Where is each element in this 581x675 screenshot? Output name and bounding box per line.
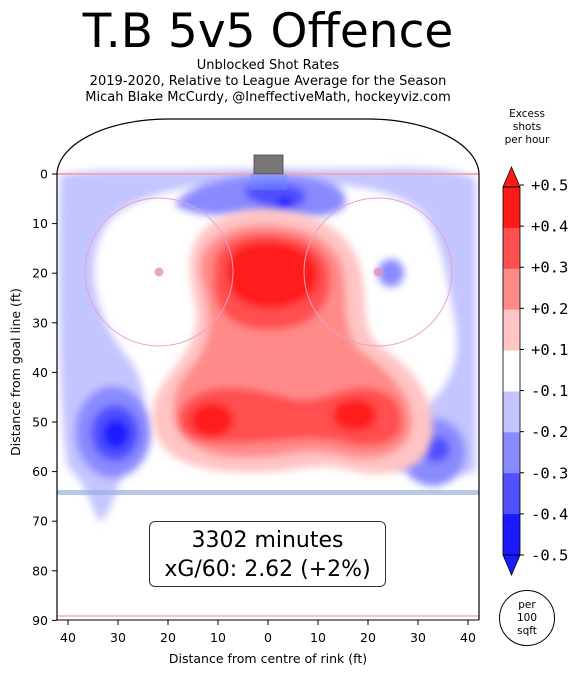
y-tick-label: 70 [32,514,48,529]
colorbar-tick-label: +0.1 [531,341,568,359]
colorbar-tick-label: -0.2 [531,423,568,441]
y-axis-ticks: 0 10 20 30 40 50 60 70 80 90 [32,167,57,628]
colorbar-tick-label: -0.4 [531,505,568,523]
y-tick-label: 20 [32,266,48,281]
y-tick-label: 30 [32,315,48,330]
y-tick-label: 0 [40,167,48,182]
blue-region-top-dot [277,197,293,209]
x-tick-label: 20 [160,630,176,645]
colorbar-tick-label: -0.5 [531,547,568,565]
colorbar-tick-label: -0.3 [531,464,568,482]
colorbar-tick-label: +0.2 [531,300,568,318]
rink-boards [56,118,480,620]
x-tick-label: 30 [410,630,426,645]
blue-region-left-low-core [103,419,129,449]
red-region-core-left [190,403,234,437]
colorbar-tick-label: +0.4 [531,218,568,236]
colorbar-segment [503,309,520,352]
red-region-core-top [226,241,318,309]
faceoff-circle-left [84,197,234,347]
subtitle-line-1: Unblocked Shot Rates [196,58,340,73]
rink-markings [57,154,479,617]
x-tick-label: 20 [360,630,376,645]
faceoff-dot-left [154,267,164,277]
axes: 40 30 20 10 0 10 20 30 40 0 10 20 30 40 50 60 70 80 90 Di… [8,167,479,666]
colorbar-segment [503,350,520,392]
minutes-text: 3302 minutes [191,528,344,553]
x-axis-label: Distance from centre of rink (ft) [169,651,367,666]
colorbar-segment [503,227,520,270]
colorbar-segment [503,432,520,474]
y-tick-label: 40 [32,365,48,380]
colorbar-segment [503,268,520,311]
chart-title: T.B 5v5 Offence [82,4,454,59]
goal-net [253,154,284,175]
x-tick-label: 10 [210,630,226,645]
y-axis-label: Distance from goal line (ft) [8,288,23,456]
colorbar-min-arrow [502,554,521,577]
colorbar-segment [503,391,520,433]
stats-annotation: 3302 minutes xG/60: 2.62 (+2%) [149,521,386,587]
blue-region-perimeter [59,168,476,522]
colorbar-segment [503,187,520,229]
x-tick-label: 40 [460,630,476,645]
subtitle-line-3: Micah Blake McCurdy, @IneffectiveMath, h… [85,90,451,105]
x-tick-label: 40 [60,630,76,645]
colorbar-tick-label: +0.3 [531,259,568,277]
red-region-core-right [333,399,377,431]
y-tick-label: 60 [32,464,48,479]
colorbar-segment [503,473,520,515]
blue-line [57,490,479,495]
blue-region-right-dot [378,259,404,287]
colorbar-max-arrow [502,165,521,188]
colorbar: +0.5 +0.4 +0.3 +0.2 +0.1 -0.1 -0.2 -0.3 -0.4 -0.5 [502,165,568,577]
goal-crease [250,174,287,190]
x-tick-label: 30 [110,630,126,645]
faceoff-circle-right [303,197,453,347]
y-tick-label: 80 [32,563,48,578]
colorbar-tick-label: +0.5 [531,177,568,195]
subtitle-line-2: 2019-2020, Relative to League Average fo… [89,74,447,89]
x-tick-label: 0 [264,630,272,645]
colorbar-frame [502,186,521,556]
y-tick-label: 10 [32,216,48,231]
x-axis-ticks: 40 30 20 10 0 10 20 30 40 [60,620,476,645]
colorbar-title: Excess shots per hour [504,108,550,146]
faceoff-dot-right [373,267,383,277]
colorbar-segment [503,514,520,556]
y-tick-label: 50 [32,415,48,430]
per-100-sqft-badge: per 100 sqft [499,590,555,646]
x-tick-label: 10 [310,630,326,645]
colorbar-tick-label: -0.1 [531,382,568,400]
y-tick-label: 90 [32,613,48,628]
xg-text: xG/60: 2.62 (+2%) [164,557,371,582]
